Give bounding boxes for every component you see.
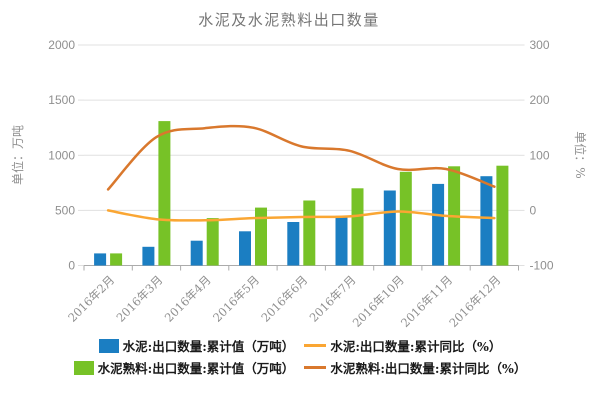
legend-item-cement_yoy[interactable]: 水泥:出口数量:累计同比（%） xyxy=(304,336,501,355)
bar-cement_value-2016年2月[interactable] xyxy=(94,253,107,266)
legend-marker-cement_value-square xyxy=(98,338,119,353)
x-axis-label-6: 2016年7月 xyxy=(307,273,359,325)
chart-legend: 水泥:出口数量:累计值（万吨） 水泥:出口数量:累计同比（%） 水泥熟料:出口数量:… xyxy=(0,336,600,377)
bar-cement_value-2016年11月[interactable] xyxy=(432,183,445,266)
bar-cement_value-2016年10月[interactable] xyxy=(383,190,396,266)
legend-item-cement_value[interactable]: 水泥:出口数量:累计值（万吨） xyxy=(98,336,295,355)
y-axis-label-left-1500: 1500 xyxy=(48,93,75,107)
bar-clinker_value-2016年12月[interactable] xyxy=(496,165,509,266)
bar-clinker_value-2016年5月[interactable] xyxy=(255,207,267,266)
x-axis-label-2: 2016年3月 xyxy=(113,273,165,325)
left-axis-title: 单位：万吨 xyxy=(10,125,25,185)
legend-item-clinker_yoy[interactable]: 水泥熟料:出口数量:累计同比（%） xyxy=(304,358,526,377)
y-axis-label-left-1000: 1000 xyxy=(48,148,75,162)
legend-label-clinker_yoy: 水泥熟料:出口数量:累计同比（%） xyxy=(330,361,527,376)
chart-title: 水泥及水泥熟料出口数量 xyxy=(198,11,380,29)
bar-clinker_value-2016年3月[interactable] xyxy=(158,121,171,266)
y-axis-label-right-0: 0 xyxy=(530,203,537,217)
legend-marker-cement_yoy-line xyxy=(304,344,327,347)
x-axis-label-3: 2016年4月 xyxy=(162,273,214,325)
legend-label-cement_value: 水泥:出口数量:累计值（万吨） xyxy=(122,339,295,354)
legend-label-cement_yoy: 水泥:出口数量:累计同比（%） xyxy=(330,339,502,354)
bar-clinker_value-2016年2月[interactable] xyxy=(110,253,123,266)
y-axis-label-left-2000: 2000 xyxy=(48,38,75,52)
bar-cement_value-2016年6月[interactable] xyxy=(287,222,300,266)
bar-clinker_value-2016年6月[interactable] xyxy=(303,200,316,266)
legend-marker-clinker_yoy-line xyxy=(304,366,327,369)
x-axis-label-5: 2016年6月 xyxy=(258,273,310,325)
x-axis-label-9: 2016年12月 xyxy=(446,273,503,330)
bar-cement_value-2016年7月[interactable] xyxy=(335,215,348,266)
legend-row-1: 水泥:出口数量:累计值（万吨） 水泥:出口数量:累计同比（%） xyxy=(98,336,501,355)
bar-cement_value-2016年4月[interactable] xyxy=(190,240,203,266)
bar-cement_value-2016年3月[interactable] xyxy=(142,246,155,266)
legend-row-2: 水泥熟料:出口数量:累计值（万吨） 水泥熟料:出口数量:累计同比（%） xyxy=(73,358,526,377)
y-axis-label-left-500: 500 xyxy=(55,203,75,217)
bar-clinker_value-2016年7月[interactable] xyxy=(351,188,364,266)
y-axis-label-right-200: 200 xyxy=(530,93,550,107)
right-axis-title: 单位：% xyxy=(573,131,588,178)
bar-clinker_value-2016年10月[interactable] xyxy=(399,171,412,266)
bar-clinker_value-2016年4月[interactable] xyxy=(206,218,219,266)
legend-marker-clinker_value-square xyxy=(73,360,94,375)
bar-cement_value-2016年12月[interactable] xyxy=(480,176,493,266)
x-axis-label-1: 2016年2月 xyxy=(65,273,117,325)
legend-label-clinker_value: 水泥熟料:出口数量:累计值（万吨） xyxy=(97,361,295,376)
y-axis-label-right--100: -100 xyxy=(530,259,554,273)
y-axis-label-left-0: 0 xyxy=(68,259,75,273)
legend-item-clinker_value[interactable]: 水泥熟料:出口数量:累计值（万吨） xyxy=(73,358,295,377)
y-axis-label-right-300: 300 xyxy=(530,38,550,52)
line-clinker_yoy xyxy=(106,124,496,191)
y-axis-label-right-100: 100 xyxy=(530,148,550,162)
line-cement_yoy xyxy=(106,209,496,222)
bar-cement_value-2016年5月[interactable] xyxy=(239,231,251,266)
x-axis-label-4: 2016年5月 xyxy=(210,273,262,325)
